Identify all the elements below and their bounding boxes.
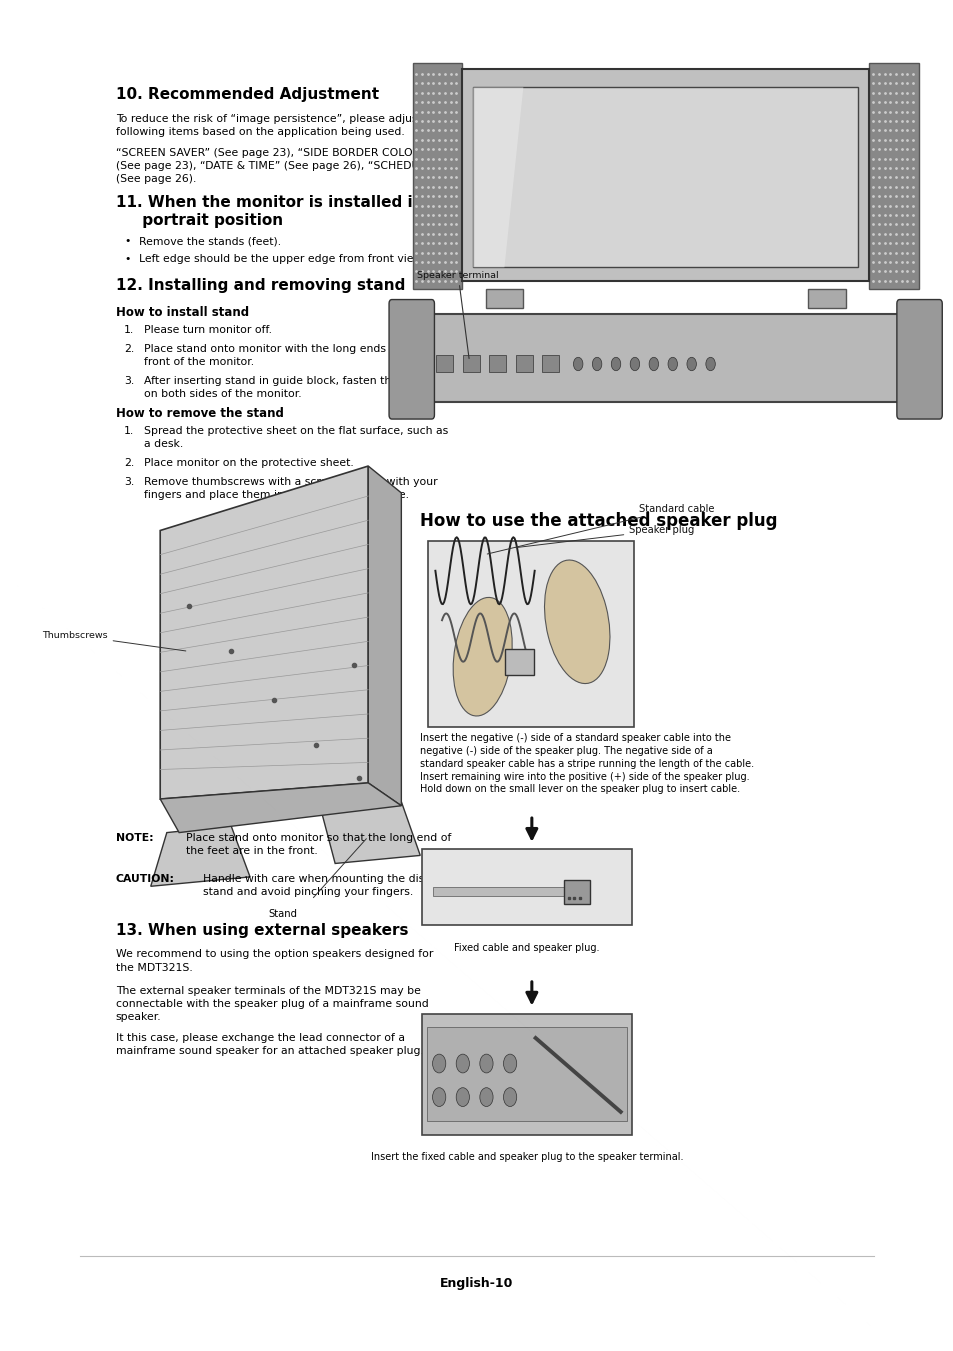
Circle shape bbox=[686, 357, 696, 370]
Circle shape bbox=[592, 357, 601, 370]
Text: 2.: 2. bbox=[124, 345, 134, 354]
Text: Remove the stands (feet).: Remove the stands (feet). bbox=[139, 236, 281, 246]
Text: Insert the negative (-) side of a standard speaker cable into the
negative (-) s: Insert the negative (-) side of a standa… bbox=[420, 734, 754, 794]
Text: 1.: 1. bbox=[124, 326, 134, 335]
Polygon shape bbox=[151, 825, 250, 886]
Text: After inserting stand in guide block, fasten thumbscrews
on both sides of the mo: After inserting stand in guide block, fa… bbox=[144, 376, 453, 400]
Polygon shape bbox=[160, 784, 401, 832]
Bar bbox=[807, 289, 845, 308]
FancyBboxPatch shape bbox=[389, 300, 434, 419]
Circle shape bbox=[573, 357, 582, 370]
Text: Speaker terminal: Speaker terminal bbox=[417, 272, 498, 358]
Circle shape bbox=[705, 357, 715, 370]
Ellipse shape bbox=[453, 597, 512, 716]
Bar bbox=[422, 1013, 632, 1135]
Circle shape bbox=[456, 1054, 469, 1073]
Text: Thumbscrews: Thumbscrews bbox=[42, 631, 186, 651]
Text: How to install stand: How to install stand bbox=[115, 307, 249, 319]
Text: •: • bbox=[124, 254, 131, 263]
Bar bbox=[485, 289, 523, 308]
Text: Stand: Stand bbox=[269, 909, 297, 919]
Text: Left edge should be the upper edge from front view.: Left edge should be the upper edge from … bbox=[139, 254, 425, 263]
Bar bbox=[413, 315, 918, 401]
Text: How to use the attached speaker plug: How to use the attached speaker plug bbox=[420, 512, 777, 530]
Text: Insert the fixed cable and speaker plug to the speaker terminal.: Insert the fixed cable and speaker plug … bbox=[371, 1152, 682, 1162]
Text: 2.: 2. bbox=[124, 458, 134, 467]
Circle shape bbox=[479, 1088, 493, 1106]
Circle shape bbox=[479, 1054, 493, 1073]
Text: Handle with care when mounting the display
stand and avoid pinching your fingers: Handle with care when mounting the displ… bbox=[203, 874, 447, 897]
Text: Speaker plug: Speaker plug bbox=[516, 526, 694, 547]
Text: 3.: 3. bbox=[124, 376, 134, 386]
Polygon shape bbox=[368, 466, 401, 805]
Text: “SCREEN SAVER” (See page 23), “SIDE BORDER COLOR”
(See page 23), “DATE & TIME” (: “SCREEN SAVER” (See page 23), “SIDE BORD… bbox=[115, 147, 437, 184]
Text: 3.: 3. bbox=[124, 477, 134, 486]
Text: •: • bbox=[124, 236, 131, 246]
Bar bbox=[516, 354, 532, 372]
Polygon shape bbox=[160, 466, 368, 798]
Bar bbox=[426, 1027, 627, 1121]
Text: Place monitor on the protective sheet.: Place monitor on the protective sheet. bbox=[144, 458, 354, 467]
Circle shape bbox=[648, 357, 658, 370]
Circle shape bbox=[667, 357, 677, 370]
Text: 1.: 1. bbox=[124, 426, 134, 436]
Text: Place stand onto monitor with the long ends of the feet in
front of the monitor.: Place stand onto monitor with the long e… bbox=[144, 345, 459, 367]
Bar bbox=[541, 354, 558, 372]
Text: Standard cable: Standard cable bbox=[487, 504, 714, 554]
Bar bbox=[433, 888, 579, 896]
Text: 12. Installing and removing stand: 12. Installing and removing stand bbox=[115, 278, 405, 293]
Bar bbox=[563, 881, 590, 904]
Text: We recommend to using the option speakers designed for
the MDT321S.: We recommend to using the option speaker… bbox=[115, 950, 433, 973]
FancyBboxPatch shape bbox=[896, 300, 942, 419]
Bar bbox=[422, 848, 632, 925]
Bar bbox=[461, 69, 868, 281]
Bar bbox=[436, 354, 453, 372]
Text: Fixed cable and speaker plug.: Fixed cable and speaker plug. bbox=[454, 943, 599, 952]
Text: The external speaker terminals of the MDT321S may be
connectable with the speake: The external speaker terminals of the MD… bbox=[115, 986, 428, 1023]
Bar bbox=[505, 648, 533, 676]
Circle shape bbox=[630, 357, 639, 370]
Circle shape bbox=[503, 1054, 517, 1073]
Bar bbox=[489, 354, 506, 372]
Text: To reduce the risk of “image persistence”, please adjust the
following items bas: To reduce the risk of “image persistence… bbox=[115, 115, 442, 138]
Circle shape bbox=[432, 1088, 445, 1106]
Bar bbox=[413, 63, 461, 289]
Text: Please turn monitor off.: Please turn monitor off. bbox=[144, 326, 272, 335]
Text: How to remove the stand: How to remove the stand bbox=[115, 407, 283, 420]
Text: It this case, please exchange the lead connector of a
mainframe sound speaker fo: It this case, please exchange the lead c… bbox=[115, 1032, 423, 1056]
Text: 11. When the monitor is installed in the
     portrait position: 11. When the monitor is installed in the… bbox=[115, 195, 456, 228]
Bar bbox=[427, 542, 634, 727]
Text: Place stand onto monitor so that the long end of
the feet are in the front.: Place stand onto monitor so that the lon… bbox=[186, 832, 451, 855]
Circle shape bbox=[503, 1088, 517, 1106]
Text: NOTE:: NOTE: bbox=[115, 832, 153, 843]
Bar bbox=[868, 63, 918, 289]
Polygon shape bbox=[320, 801, 420, 863]
Text: Spread the protective sheet on the flat surface, such as
a desk.: Spread the protective sheet on the flat … bbox=[144, 426, 448, 449]
Ellipse shape bbox=[544, 561, 609, 684]
Bar bbox=[462, 354, 479, 372]
Text: CAUTION:: CAUTION: bbox=[115, 874, 174, 884]
Text: Remove thumbscrews with a screwdriver or with your
fingers and place them in a s: Remove thumbscrews with a screwdriver or… bbox=[144, 477, 437, 500]
Text: 10. Recommended Adjustment: 10. Recommended Adjustment bbox=[115, 88, 378, 103]
Bar bbox=[473, 88, 857, 267]
Circle shape bbox=[611, 357, 620, 370]
Polygon shape bbox=[473, 88, 523, 267]
Text: 13. When using external speakers: 13. When using external speakers bbox=[115, 923, 408, 938]
Text: English-10: English-10 bbox=[440, 1277, 513, 1290]
Circle shape bbox=[456, 1088, 469, 1106]
Circle shape bbox=[432, 1054, 445, 1073]
